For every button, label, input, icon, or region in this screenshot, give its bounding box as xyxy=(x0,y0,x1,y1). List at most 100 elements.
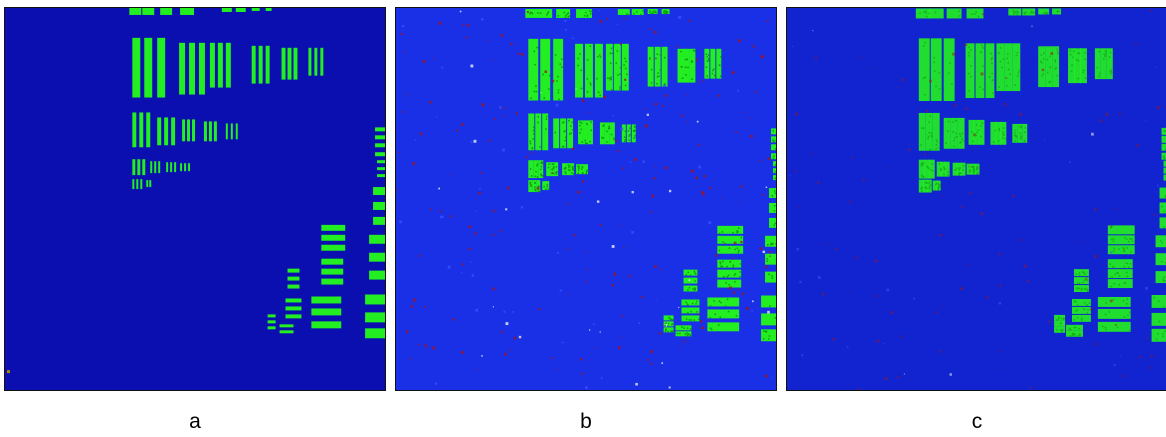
target-bar xyxy=(957,117,965,149)
bar-dither xyxy=(663,56,666,59)
target-bar xyxy=(771,136,776,143)
noise-speck xyxy=(949,373,952,376)
target-bar xyxy=(267,314,276,318)
bar-dither xyxy=(774,222,776,225)
bar-dither xyxy=(938,163,941,165)
bar-dither xyxy=(657,72,659,74)
bar-dither xyxy=(1083,271,1085,274)
bar-dither xyxy=(571,172,573,174)
bar-dither xyxy=(774,316,776,319)
noise-speck xyxy=(686,121,688,123)
bar-dither xyxy=(1103,53,1106,55)
bar-dither xyxy=(557,89,560,91)
bar-dither xyxy=(532,129,535,132)
target-bar xyxy=(918,112,926,151)
target-bar xyxy=(594,43,603,98)
bar-dither xyxy=(615,62,617,64)
bar-dither xyxy=(991,72,993,75)
noise-speck xyxy=(661,362,664,364)
target-bar xyxy=(1073,48,1081,84)
bar-dither xyxy=(656,75,659,78)
bar-dither xyxy=(961,132,964,135)
bar-dither xyxy=(707,58,710,60)
bar-dither xyxy=(680,50,682,53)
target-bar xyxy=(626,124,631,143)
bar-dither xyxy=(567,16,569,18)
noise-speck xyxy=(766,20,769,23)
bar-dither xyxy=(997,140,1000,142)
bar-dither xyxy=(1077,77,1079,80)
noise-speck xyxy=(661,105,664,107)
noise-speck xyxy=(599,20,603,23)
target-bar xyxy=(943,117,951,149)
target-bar xyxy=(554,162,559,177)
bar-dither xyxy=(998,52,1000,54)
bar-dither xyxy=(1069,327,1071,330)
noise-speck xyxy=(814,57,818,60)
target-bar xyxy=(717,269,742,278)
bar-dither xyxy=(921,127,923,129)
noise-speck xyxy=(688,19,691,22)
bar-dither xyxy=(712,69,714,72)
bar-dither xyxy=(1002,58,1005,61)
bar-dither xyxy=(929,115,932,118)
target-bar xyxy=(365,294,385,305)
noise-speck xyxy=(647,359,650,361)
target-bar xyxy=(287,47,292,80)
bar-dither xyxy=(928,181,931,184)
bar-dither xyxy=(718,249,721,252)
target-bar xyxy=(321,278,344,285)
bar-dither xyxy=(1110,285,1113,288)
noise-speck xyxy=(517,52,520,55)
noise-speck xyxy=(402,111,405,113)
bar-dither xyxy=(1114,273,1117,276)
bar-dither xyxy=(659,54,662,56)
target-bar xyxy=(308,47,312,76)
bar-dither xyxy=(938,88,941,90)
noise-speck xyxy=(617,346,621,349)
bar-dither xyxy=(590,10,593,13)
bar-dither xyxy=(973,169,976,172)
noise-speck xyxy=(678,306,680,309)
bar-dither xyxy=(929,148,932,151)
noise-speck xyxy=(611,245,615,248)
bar-dither xyxy=(684,58,687,61)
bar-dither xyxy=(1077,52,1079,54)
bar-dither xyxy=(1002,131,1004,134)
bar-dither xyxy=(1048,81,1051,84)
noise-speck xyxy=(874,259,878,263)
bar-dither xyxy=(562,121,565,123)
bar-dither xyxy=(1164,262,1166,264)
bar-dither xyxy=(1163,306,1166,308)
bar-dither xyxy=(1109,263,1112,266)
noise-speck xyxy=(398,151,400,154)
bar-dither xyxy=(1112,240,1115,243)
noise-speck xyxy=(581,99,585,103)
bar-dither xyxy=(1054,68,1057,70)
bar-dither xyxy=(534,189,537,192)
noise-speck xyxy=(796,247,800,251)
bar-dither xyxy=(584,142,587,144)
bar-dither xyxy=(623,64,625,66)
bar-dither xyxy=(1081,271,1084,273)
bar-dither xyxy=(1078,287,1081,290)
target-bar xyxy=(965,43,975,99)
bar-dither xyxy=(586,123,588,125)
noise-speck xyxy=(913,297,916,300)
bar-dither xyxy=(1111,266,1114,268)
bar-dither xyxy=(1046,12,1048,15)
bar-dither xyxy=(973,172,975,174)
noise-speck xyxy=(768,251,771,254)
target-bar xyxy=(707,297,740,307)
bar-dither xyxy=(689,334,692,337)
bar-dither xyxy=(690,319,693,321)
bar-dither xyxy=(564,167,567,169)
bar-dither xyxy=(935,183,937,186)
bar-dither xyxy=(529,142,532,145)
bar-dither xyxy=(718,324,720,326)
noise-speck xyxy=(996,369,998,371)
noise-speck xyxy=(418,343,420,346)
noise-speck xyxy=(999,284,1002,287)
noise-speck xyxy=(503,352,507,356)
bar-dither xyxy=(1024,127,1027,129)
